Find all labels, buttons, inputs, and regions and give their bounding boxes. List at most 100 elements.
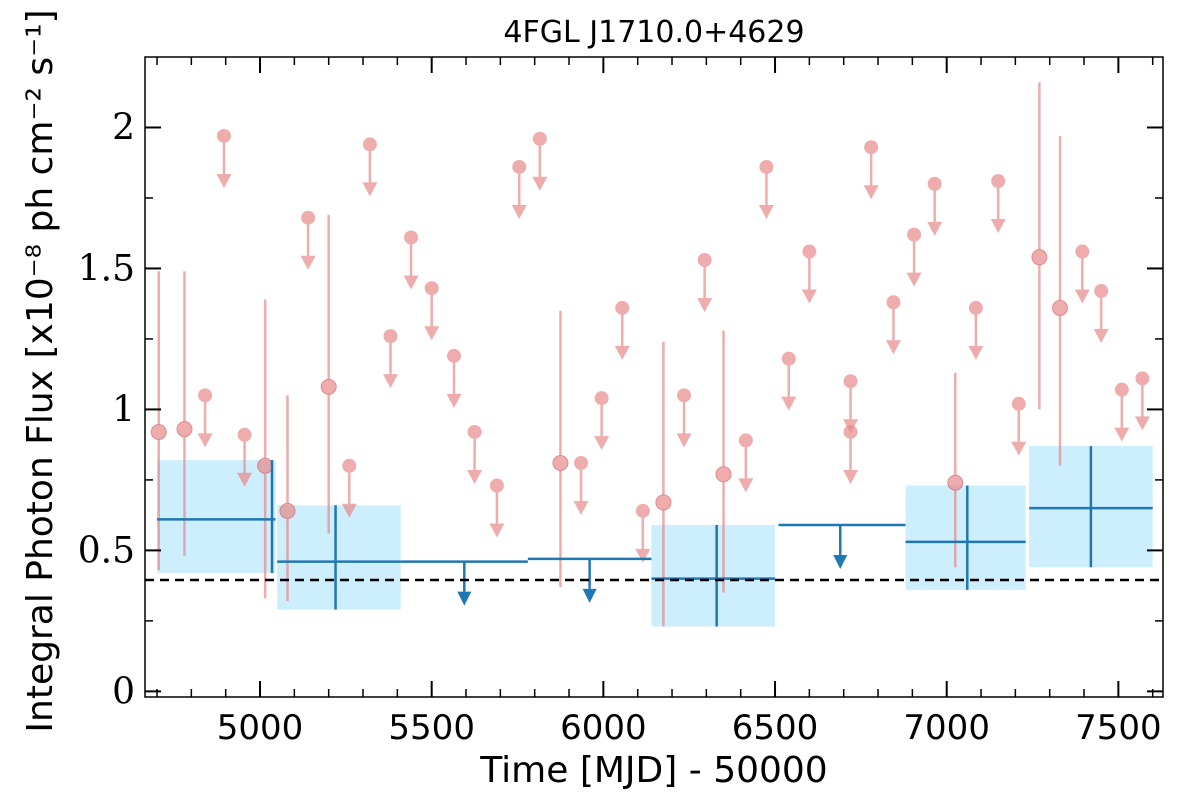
- upper-limit-arrow: [781, 396, 797, 411]
- x-tick-label: 5500: [388, 708, 475, 748]
- fine-detection: [1051, 135, 1068, 466]
- x-tick-label: 7500: [1075, 708, 1162, 748]
- upper-limit-arrow: [467, 469, 483, 484]
- coarse-error-band: [651, 525, 776, 627]
- axes-frame: [144, 56, 1164, 698]
- fine-upper-limit: [801, 244, 817, 304]
- upper-limit-marker: [1114, 382, 1129, 397]
- upper-limit-marker: [802, 244, 817, 259]
- upper-limit-arrow: [1134, 416, 1150, 431]
- y-tick-label: 1: [112, 389, 135, 430]
- fine-upper-limit: [467, 424, 483, 484]
- upper-limit-arrow: [1114, 427, 1130, 442]
- upper-limit-arrow: [927, 221, 943, 236]
- fine-upper-limit: [990, 174, 1006, 234]
- upper-limit-marker: [968, 300, 983, 315]
- upper-limit-marker: [574, 455, 589, 470]
- detection-marker: [552, 454, 569, 471]
- upper-limit-arrow: [1093, 329, 1109, 344]
- upper-limit-arrow: [801, 289, 817, 304]
- detection-marker: [655, 494, 672, 511]
- fine-upper-limit: [1011, 396, 1027, 456]
- upper-limit-marker: [383, 329, 398, 344]
- upper-limit-arrow: [1074, 289, 1090, 304]
- fine-upper-limit: [573, 455, 589, 515]
- coarse-ul-arrow: [457, 591, 472, 606]
- fine-upper-limit: [237, 427, 253, 487]
- upper-limit-marker: [781, 351, 796, 366]
- upper-limit-marker: [404, 230, 419, 245]
- upper-limit-arrow: [197, 433, 213, 448]
- plot-area: 5000 5500 6000 6500 7000 7500 0 0.5 1 1.5 2: [78, 56, 1164, 748]
- upper-limit-arrow: [990, 219, 1006, 234]
- coarse-upper-limit: [778, 523, 906, 570]
- fine-upper-limit: [614, 300, 630, 360]
- upper-limit-arrow: [635, 548, 651, 563]
- coarse-detection: [651, 525, 776, 627]
- detection-marker: [176, 421, 193, 438]
- fine-upper-limit: [1093, 284, 1109, 344]
- upper-limit-arrow: [424, 326, 440, 341]
- upper-limit-marker: [342, 458, 357, 473]
- fine-detection: [715, 330, 732, 593]
- upper-limit-marker: [424, 281, 439, 296]
- fine-upper-limit: [843, 374, 859, 434]
- upper-limit-arrow: [594, 436, 610, 451]
- upper-limit-arrow: [1011, 441, 1027, 456]
- detection-marker: [320, 378, 337, 395]
- fine-detection: [176, 271, 193, 557]
- upper-limit-arrow: [863, 185, 879, 200]
- upper-limit-arrow: [489, 523, 505, 538]
- x-axis-title: Time [MJD] - 50000: [479, 750, 827, 791]
- fine-upper-limit: [635, 503, 651, 563]
- fine-upper-limit: [382, 329, 398, 389]
- coarse-upper-limit: [527, 557, 652, 603]
- upper-limit-arrow: [532, 176, 548, 191]
- fine-detection: [1031, 82, 1048, 410]
- coarse-detection: [277, 505, 401, 610]
- upper-limit-marker: [489, 478, 504, 493]
- upper-limit-marker: [677, 388, 692, 403]
- fine-upper-limit: [968, 300, 984, 360]
- detection-marker: [279, 502, 296, 519]
- x-tick-label: 7000: [903, 708, 990, 748]
- fine-upper-limit: [424, 281, 440, 341]
- upper-limit-arrow: [403, 275, 419, 290]
- detection-marker: [947, 474, 964, 491]
- coarse-detection: [1029, 446, 1153, 568]
- detection-marker: [257, 457, 274, 474]
- upper-limit-marker: [532, 131, 547, 146]
- upper-limit-arrow: [511, 204, 527, 219]
- coarse-ul-arrow: [833, 555, 848, 570]
- fine-upper-limit: [1074, 244, 1090, 304]
- upper-limit-marker: [1075, 244, 1090, 259]
- fine-upper-limit: [758, 159, 774, 219]
- y-tick-label: 0: [112, 671, 135, 712]
- fine-upper-limit: [446, 348, 462, 408]
- x-tick-label: 5000: [217, 708, 304, 748]
- upper-limit-arrow: [906, 272, 922, 287]
- fine-upper-limit: [781, 351, 797, 411]
- coarse-ul-arrow: [582, 588, 597, 603]
- upper-limit-arrow: [300, 255, 316, 270]
- upper-limit-marker: [1135, 371, 1150, 386]
- fine-upper-limit: [843, 424, 859, 484]
- upper-limit-arrow: [843, 469, 859, 484]
- fine-detection: [947, 372, 964, 568]
- upper-limit-arrow: [216, 173, 232, 188]
- fine-detection: [257, 299, 274, 599]
- fine-upper-limit: [927, 176, 943, 236]
- fine-upper-limit: [511, 159, 527, 219]
- fine-upper-limit: [362, 137, 378, 197]
- upper-limit-marker: [843, 374, 858, 389]
- fine-upper-limit: [216, 128, 232, 188]
- upper-limit-arrow: [573, 500, 589, 515]
- x-tick-label: 6500: [732, 708, 819, 748]
- upper-limit-arrow: [382, 374, 398, 389]
- y-tick-label: 2: [112, 107, 135, 148]
- upper-limit-marker: [615, 300, 630, 315]
- x-tick-label: 6000: [560, 708, 647, 748]
- upper-limit-arrow: [614, 345, 630, 360]
- fine-upper-limit: [863, 140, 879, 200]
